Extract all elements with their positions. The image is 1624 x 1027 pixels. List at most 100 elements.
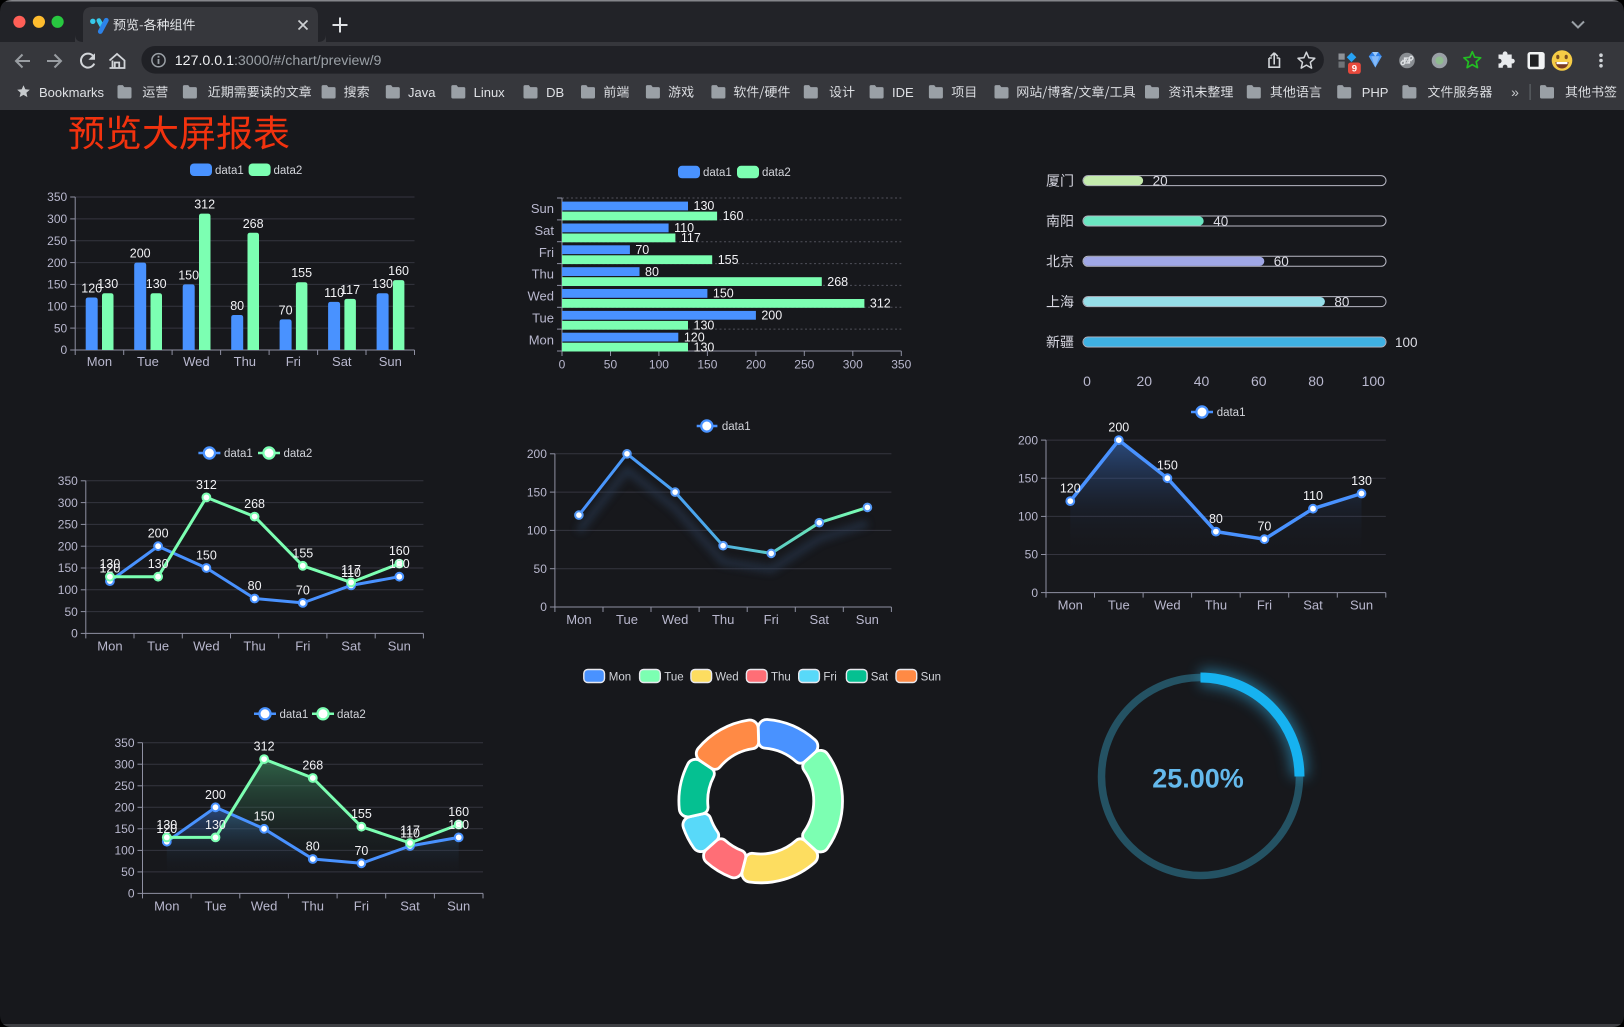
svg-text:70: 70 [1257,520,1271,534]
svg-text:268: 268 [827,275,848,289]
svg-text:IDE: IDE [892,85,914,100]
svg-text:PHP: PHP [1362,85,1389,100]
svg-text:150: 150 [1018,471,1038,485]
svg-text:Sun: Sun [379,354,402,369]
svg-text:Linux: Linux [474,85,506,100]
svg-text:120: 120 [99,562,120,576]
svg-text:DB: DB [546,85,564,100]
svg-text:data2: data2 [762,167,791,179]
svg-text:0: 0 [1083,373,1091,389]
svg-text:160: 160 [448,805,469,819]
svg-text:Sat: Sat [534,223,554,238]
svg-text:Sat: Sat [400,898,420,913]
svg-text:130: 130 [694,340,715,354]
svg-text:Mon: Mon [154,898,179,913]
svg-text:300: 300 [114,757,134,771]
svg-text:Tue: Tue [147,638,169,653]
svg-text:268: 268 [243,217,264,231]
svg-text:0: 0 [128,887,135,901]
svg-text:110: 110 [1303,489,1323,503]
svg-text:Mon: Mon [609,671,631,683]
svg-text:80: 80 [1334,294,1349,309]
svg-text:Tue: Tue [137,354,159,369]
svg-text:130: 130 [694,199,715,213]
svg-text:Mon: Mon [566,612,591,627]
svg-text:160: 160 [389,544,410,558]
svg-text:Wed: Wed [251,898,278,913]
svg-text:200: 200 [148,527,169,541]
svg-text:100: 100 [58,583,78,597]
svg-text:155: 155 [351,807,372,821]
svg-text:Fri: Fri [539,245,554,260]
svg-text:350: 350 [114,736,134,750]
svg-text:130: 130 [372,277,393,291]
svg-text:312: 312 [196,478,217,492]
svg-text:Wed: Wed [528,289,555,304]
svg-text:110: 110 [341,566,361,580]
svg-text:Sun: Sun [531,201,554,216]
svg-text:80: 80 [1308,373,1324,389]
svg-text:350: 350 [47,190,67,204]
svg-text:200: 200 [205,788,226,802]
svg-text:data2: data2 [284,448,313,460]
svg-text:Java: Java [408,85,436,100]
svg-text:Thu: Thu [302,898,324,913]
svg-text:200: 200 [1108,421,1129,435]
svg-text:Tue: Tue [205,898,227,913]
svg-text:120: 120 [684,330,705,344]
svg-text:50: 50 [604,358,618,372]
svg-text:0: 0 [71,627,78,641]
svg-text:Thu: Thu [712,612,734,627]
svg-text:117: 117 [341,563,361,577]
svg-text:Sat: Sat [341,638,361,653]
svg-text:Fri: Fri [286,354,301,369]
svg-text:data2: data2 [337,709,366,721]
svg-text:Fri: Fri [1257,598,1272,613]
svg-text:200: 200 [114,801,134,815]
svg-text:117: 117 [340,283,360,297]
svg-text:300: 300 [58,496,78,510]
svg-text:Fri: Fri [823,671,836,683]
svg-text:data1: data1 [703,167,732,179]
svg-text:Tue: Tue [664,671,683,683]
svg-text:40: 40 [1213,214,1228,229]
svg-text:80: 80 [645,265,659,279]
svg-text:150: 150 [713,287,734,301]
svg-text:data1: data1 [224,448,253,460]
svg-text:150: 150 [527,485,547,499]
svg-text:200: 200 [761,308,782,322]
svg-text:130: 130 [97,277,118,291]
svg-text:Sun: Sun [921,671,941,683]
svg-text:110: 110 [324,286,344,300]
svg-text:data1: data1 [280,709,309,721]
svg-text:127.0.0.1:3000/#/chart/preview: 127.0.0.1:3000/#/chart/preview/9 [175,53,382,69]
svg-text:200: 200 [746,358,766,372]
svg-text:130: 130 [205,818,226,832]
svg-text:312: 312 [870,297,891,311]
svg-text:Mon: Mon [1058,598,1083,613]
svg-text:150: 150 [178,268,199,282]
svg-text:200: 200 [47,256,67,270]
svg-text:data1: data1 [722,421,751,433]
svg-text:data1: data1 [1217,407,1246,419]
svg-text:Wed: Wed [183,354,210,369]
svg-text:100: 100 [527,524,547,538]
svg-text:Wed: Wed [1154,598,1181,613]
svg-text:Thu: Thu [532,267,554,282]
svg-text:data1: data1 [215,165,244,177]
svg-text:20: 20 [1153,173,1168,188]
svg-text:50: 50 [1025,548,1039,562]
svg-text:Sat: Sat [332,354,352,369]
svg-text:Wed: Wed [662,612,689,627]
svg-text:Tue: Tue [616,612,638,627]
svg-text:Fri: Fri [295,638,310,653]
svg-text:250: 250 [47,234,67,248]
svg-text:100: 100 [649,358,669,372]
svg-text:Sat: Sat [871,671,889,683]
svg-text:Sun: Sun [388,638,411,653]
svg-text:0: 0 [540,600,547,614]
svg-text:250: 250 [114,779,134,793]
svg-text:110: 110 [674,221,694,235]
svg-text:Sat: Sat [1303,598,1323,613]
svg-text:Sun: Sun [856,612,879,627]
